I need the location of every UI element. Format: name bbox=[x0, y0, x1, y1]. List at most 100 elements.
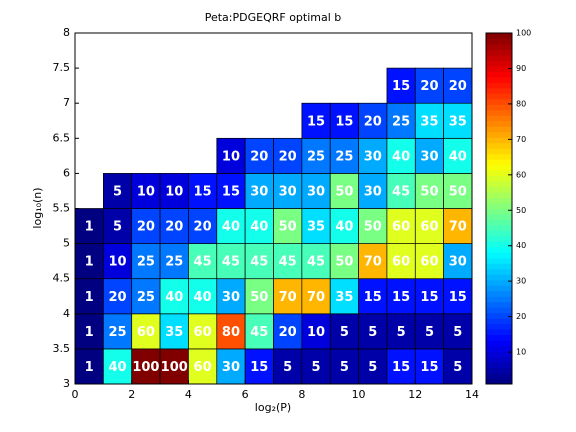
cell-label: 45 bbox=[250, 325, 268, 340]
cell-label: 40 bbox=[108, 360, 126, 375]
colorbar-segment bbox=[486, 274, 512, 281]
cell-label: 20 bbox=[364, 114, 382, 129]
cell bbox=[74, 313, 104, 350]
colorbar-segment bbox=[486, 351, 512, 358]
cell-label: 60 bbox=[137, 325, 155, 340]
colorbar-segment bbox=[486, 290, 512, 297]
cell-label: 70 bbox=[279, 290, 297, 305]
y-tick-label: 4 bbox=[63, 307, 70, 320]
colorbar-segment bbox=[486, 148, 512, 155]
cell-label: 60 bbox=[194, 325, 212, 340]
cell-label: 40 bbox=[392, 149, 410, 164]
colorbar-segment bbox=[486, 104, 512, 111]
colorbar-tick-label: 10 bbox=[516, 348, 526, 357]
cell-label: 15 bbox=[307, 114, 325, 129]
colorbar-segment bbox=[486, 192, 512, 199]
cell-label: 1 bbox=[85, 255, 94, 270]
cell bbox=[74, 278, 104, 315]
colorbar-segment bbox=[486, 87, 512, 94]
cell-label: 1 bbox=[85, 290, 94, 305]
cell-label: 5 bbox=[340, 360, 349, 375]
cell-label: 25 bbox=[307, 149, 325, 164]
cell-label: 40 bbox=[165, 290, 183, 305]
colorbar-segment bbox=[486, 334, 512, 341]
cell bbox=[301, 102, 331, 139]
cell-label: 20 bbox=[250, 149, 268, 164]
cell bbox=[159, 173, 189, 209]
cell bbox=[74, 208, 104, 244]
cell bbox=[273, 348, 303, 385]
cell-label: 70 bbox=[364, 255, 382, 270]
colorbar-segment bbox=[486, 373, 512, 380]
cell-label: 10 bbox=[137, 184, 155, 199]
colorbar-segment bbox=[486, 131, 512, 138]
cell bbox=[188, 243, 218, 280]
cell bbox=[443, 243, 473, 280]
cell-label: 15 bbox=[250, 360, 268, 375]
colorbar-segment bbox=[486, 115, 512, 122]
colorbar-segment bbox=[486, 98, 512, 105]
cell bbox=[216, 208, 246, 244]
cell bbox=[131, 348, 161, 385]
cell-label: 15 bbox=[335, 114, 353, 129]
cell-label: 50 bbox=[420, 184, 438, 199]
cell bbox=[386, 102, 416, 139]
cell bbox=[244, 278, 274, 315]
cell-label: 50 bbox=[335, 255, 353, 270]
cell bbox=[443, 67, 473, 104]
colorbar-segment bbox=[486, 153, 512, 160]
colorbar-tick-label: 30 bbox=[516, 277, 526, 286]
cell bbox=[159, 313, 189, 350]
y-tick-label: 7 bbox=[63, 96, 70, 109]
cell bbox=[301, 278, 331, 315]
chart-title: Peta:PDGEQRF optimal b bbox=[205, 11, 342, 24]
cell-label: 40 bbox=[250, 220, 268, 235]
colorbar-segment bbox=[486, 181, 512, 188]
colorbar-segment bbox=[486, 43, 512, 50]
y-axis-label: log₁₀(n) bbox=[31, 187, 44, 228]
colorbar-segment bbox=[486, 82, 512, 89]
cell bbox=[386, 208, 416, 244]
cell bbox=[74, 348, 104, 385]
cell bbox=[131, 173, 161, 209]
cell bbox=[131, 313, 161, 350]
colorbar-tick-label: 60 bbox=[516, 170, 526, 179]
cell bbox=[358, 208, 388, 244]
colorbar-segment bbox=[486, 356, 512, 363]
colorbar-segment bbox=[486, 263, 512, 270]
cell-label: 35 bbox=[307, 220, 325, 235]
cell-label: 5 bbox=[113, 220, 122, 235]
cell-label: 20 bbox=[137, 220, 155, 235]
x-tick-label: 2 bbox=[128, 388, 135, 401]
cell-label: 1 bbox=[85, 360, 94, 375]
cell-label: 50 bbox=[364, 220, 382, 235]
cell bbox=[386, 137, 416, 174]
cell-label: 20 bbox=[165, 220, 183, 235]
colorbar-segment bbox=[486, 246, 512, 253]
y-tick-label: 6 bbox=[63, 166, 70, 179]
cell-label: 15 bbox=[364, 290, 382, 305]
cell bbox=[386, 348, 416, 385]
cell-label: 10 bbox=[165, 184, 183, 199]
cell-label: 80 bbox=[222, 325, 240, 340]
colorbar-segment bbox=[486, 230, 512, 237]
colorbar-segment bbox=[486, 219, 512, 226]
cell bbox=[188, 208, 218, 244]
cell-label: 5 bbox=[368, 360, 377, 375]
cell bbox=[358, 243, 388, 280]
cell-label: 5 bbox=[453, 360, 462, 375]
cell bbox=[358, 173, 388, 209]
colorbar-segment bbox=[486, 312, 512, 319]
cell bbox=[358, 137, 388, 174]
cell-label: 45 bbox=[250, 255, 268, 270]
cell bbox=[414, 137, 444, 174]
colorbar-segment bbox=[486, 38, 512, 45]
cell-label: 45 bbox=[392, 184, 410, 199]
cell bbox=[273, 137, 303, 174]
cell-label: 15 bbox=[449, 290, 467, 305]
colorbar-segment bbox=[486, 203, 512, 209]
colorbar-segment bbox=[486, 318, 512, 325]
cell bbox=[131, 208, 161, 244]
colorbar-tick-label: 50 bbox=[516, 206, 526, 215]
